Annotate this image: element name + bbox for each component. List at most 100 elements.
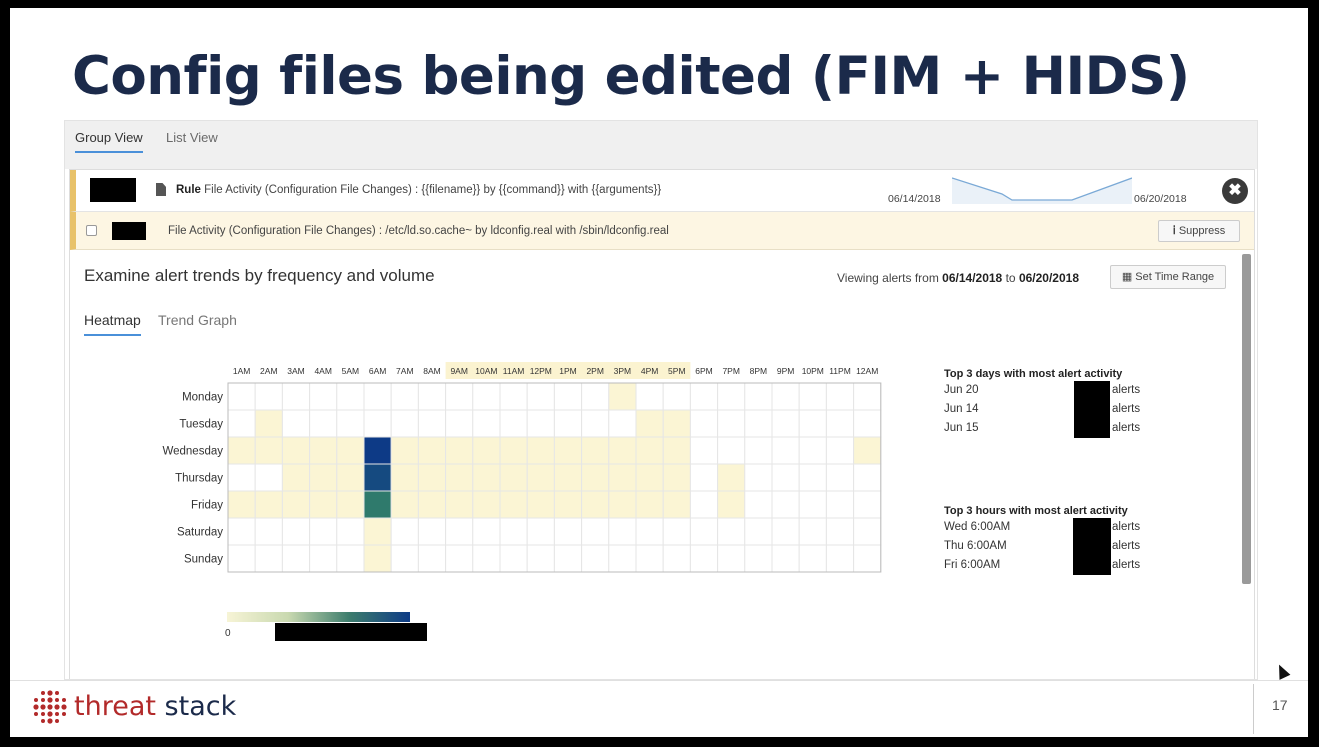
- business-hours-band: [445, 362, 691, 379]
- set-time-range-button[interactable]: ▦ Set Time Range: [1110, 265, 1226, 289]
- heatmap-cell: [771, 382, 800, 411]
- heatmap-cell: [635, 517, 664, 546]
- heatmap-cell: [499, 463, 528, 492]
- panel-scrollbar[interactable]: [1242, 254, 1251, 584]
- heatmap-cell: [798, 382, 827, 411]
- alert-row[interactable]: File Activity (Configuration File Change…: [70, 212, 1254, 250]
- heatmap-cell: [853, 544, 882, 573]
- heatmap-cell: [635, 409, 664, 438]
- tab-group-view[interactable]: Group View: [75, 130, 143, 153]
- rule-row[interactable]: Rule File Activity (Configuration File C…: [70, 170, 1254, 212]
- heatmap-cell: [689, 490, 719, 519]
- heatmap-cell: [744, 490, 773, 519]
- sparkline-start-date: 06/14/2018: [888, 193, 941, 205]
- heatmap-cell: [336, 409, 365, 438]
- top-day-label: Jun 20: [944, 384, 979, 396]
- sparkline-end-date: 06/20/2018: [1134, 193, 1187, 205]
- day-label: Thursday: [175, 473, 223, 485]
- heatmap-cell: [499, 517, 528, 546]
- heatmap-cell: [771, 517, 800, 546]
- activity-sparkline: [952, 177, 1132, 204]
- heatmap-cell: [526, 463, 555, 492]
- suppress-label: Suppress: [1178, 225, 1226, 237]
- heatmap-cell: [499, 436, 528, 465]
- heatmap-cell: [771, 544, 800, 573]
- footer-divider: [10, 680, 1308, 681]
- heatmap-cell: [689, 436, 719, 465]
- logo-dot: [41, 712, 45, 716]
- heatmap-cell: [281, 490, 311, 519]
- heatmap-cell: [526, 490, 555, 519]
- heatmap-cell: [417, 517, 447, 546]
- redacted-count: [90, 178, 136, 202]
- close-icon[interactable]: ✖: [1222, 178, 1248, 204]
- alert-group-card: Rule File Activity (Configuration File C…: [69, 169, 1255, 679]
- heatmap-cell: [825, 382, 855, 411]
- hour-label: 1AM: [233, 366, 250, 376]
- logo-dot: [55, 712, 59, 716]
- tab-trend-graph[interactable]: Trend Graph: [158, 312, 237, 328]
- heatmap-cell: [853, 463, 882, 492]
- logo-dot: [62, 698, 66, 702]
- heatmap-cell: [499, 490, 528, 519]
- heatmap-cell: [581, 463, 610, 492]
- heatmap-cell: [662, 409, 691, 438]
- heatmap-cell: [336, 544, 365, 573]
- heatmap-cell: [553, 436, 583, 465]
- alert-checkbox[interactable]: [86, 225, 97, 236]
- heatmap-cell: [662, 436, 691, 465]
- top-day-suffix: alerts: [1112, 403, 1141, 415]
- heatmap-cell: [363, 409, 392, 438]
- redacted-count: [112, 222, 146, 240]
- page-divider: [1253, 684, 1254, 734]
- suppress-button[interactable]: ⅰ Suppress: [1158, 220, 1240, 242]
- heatmap-cell: [553, 382, 583, 411]
- calendar-icon: ▦: [1121, 271, 1133, 283]
- heatmap-cell: [689, 463, 719, 492]
- heatmap-cell: [635, 382, 664, 411]
- heatmap-cell: [363, 490, 392, 519]
- hour-label: 1PM: [559, 366, 576, 376]
- heatmap-cell: [227, 382, 256, 411]
- heatmap-cell: [363, 544, 392, 573]
- suppress-icon: ⅰ: [1172, 225, 1176, 237]
- heatmap-cell: [744, 517, 773, 546]
- heatmap-cell: [227, 490, 256, 519]
- hour-label: 10PM: [802, 366, 824, 376]
- heatmap-cell: [336, 463, 365, 492]
- redacted-top-day-counts: [1074, 381, 1110, 438]
- heatmap-cell: [744, 436, 773, 465]
- view-tabbar: Group View List View: [65, 121, 1257, 169]
- heatmap-cell: [281, 517, 311, 546]
- hour-label: 6PM: [695, 366, 712, 376]
- heatmap-cell: [309, 436, 338, 465]
- hour-label: 3AM: [287, 366, 304, 376]
- heatmap-cell: [635, 463, 664, 492]
- heatmap-cell: [417, 436, 447, 465]
- top-hour-suffix: alerts: [1112, 559, 1141, 571]
- logo-dot: [54, 704, 60, 710]
- heatmap-cell: [608, 409, 637, 438]
- heatmap-cell: [662, 463, 691, 492]
- viewing-to-word: to: [1005, 271, 1016, 285]
- top-hour-label: Thu 6:00AM: [944, 540, 1007, 552]
- tab-list-view[interactable]: List View: [166, 130, 218, 145]
- heatmap-cell: [526, 544, 555, 573]
- heatmap-cell: [363, 517, 392, 546]
- logo-dot: [55, 691, 59, 695]
- mouse-cursor-icon: [1273, 662, 1291, 680]
- logo-dot: [41, 691, 45, 695]
- top-day-label: Jun 14: [944, 403, 979, 415]
- heatmap-cell: [825, 463, 855, 492]
- heatmap-cell: [472, 490, 501, 519]
- heatmap-cell: [363, 382, 392, 411]
- heatmap-cell: [581, 517, 610, 546]
- heatmap-cell: [227, 517, 256, 546]
- day-label: Tuesday: [179, 419, 223, 431]
- day-label: Wednesday: [162, 446, 223, 458]
- heatmap-cell: [717, 463, 746, 492]
- logo-dot: [41, 719, 45, 723]
- tab-heatmap[interactable]: Heatmap: [84, 312, 141, 336]
- hour-label: 7PM: [722, 366, 739, 376]
- viewing-to-date: 06/20/2018: [1018, 271, 1079, 285]
